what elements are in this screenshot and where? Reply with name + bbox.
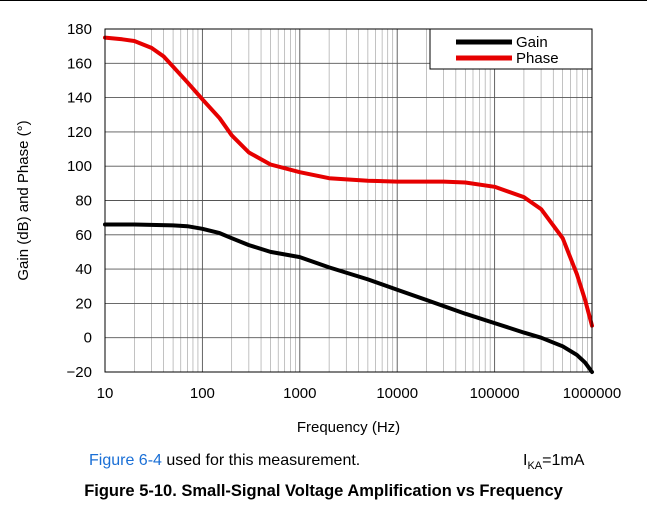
y-tick-label: 40: [75, 261, 92, 278]
grid: [105, 29, 592, 372]
y-tick-label: −20: [67, 364, 92, 381]
y-tick-label: 140: [67, 90, 92, 107]
series-phase-line: [103, 35, 594, 328]
y-tick-label: 20: [75, 295, 92, 312]
figure-link[interactable]: Figure 6-4: [89, 452, 162, 469]
series-lines: [103, 35, 594, 374]
y-tick-label: 160: [67, 55, 92, 72]
measurement-note: Figure 6-4 used for this measurement. IK…: [0, 450, 647, 474]
y-tick-label: 100: [67, 158, 92, 175]
test-condition: IKA=1mA: [523, 452, 584, 472]
gain-phase-chart: −20 0 20 40 60 80 100 120 140 160 180 10 100 1000 100…: [15, 21, 622, 436]
x-axis-title: Frequency (Hz): [297, 419, 400, 436]
y-axis-title: Gain (dB) and Phase (°): [15, 120, 32, 280]
y-tick-labels: −20 0 20 40 60 80 100 120 140 160 180: [67, 21, 92, 381]
x-tick-label: 100000: [470, 385, 520, 402]
y-tick-label: 180: [67, 21, 92, 38]
x-tick-label: 1000: [283, 385, 316, 402]
condition-value: =1mA: [542, 452, 585, 469]
legend-label-phase: Phase: [516, 50, 559, 67]
x-tick-label: 10: [97, 385, 114, 402]
y-tick-label: 80: [75, 193, 92, 210]
note-rest: used for this measurement.: [161, 452, 361, 469]
legend-box: [429, 28, 593, 70]
y-tick-label: 120: [67, 124, 92, 141]
condition-symbol: I: [523, 452, 528, 469]
y-tick-label: 60: [75, 227, 92, 244]
top-rule: [0, 0, 647, 1]
x-tick-label: 10000: [376, 385, 418, 402]
x-tick-label: 1000000: [563, 385, 621, 402]
figure-caption: Figure 5-10. Small-Signal Voltage Amplif…: [84, 482, 563, 500]
condition-subscript: KA: [527, 460, 543, 473]
series-gain-line: [103, 222, 594, 374]
x-tick-label: 100: [190, 385, 215, 402]
legend-label-gain: Gain: [516, 34, 548, 51]
note-text: Figure 6-4 used for this measurement.: [89, 452, 360, 470]
plot-frame: [104, 28, 593, 373]
y-tick-label: 0: [84, 330, 92, 347]
x-tick-labels: 10 100 1000 10000 100000 1000000: [97, 385, 622, 402]
